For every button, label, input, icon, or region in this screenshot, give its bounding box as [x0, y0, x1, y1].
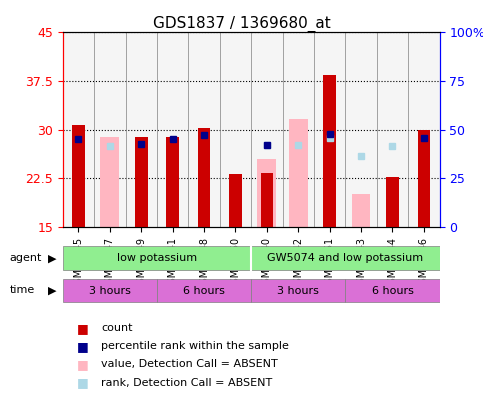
Text: ■: ■	[77, 322, 89, 335]
FancyBboxPatch shape	[251, 279, 345, 303]
Text: agent: agent	[10, 254, 42, 263]
Text: GW5074 and low potassium: GW5074 and low potassium	[267, 253, 424, 263]
Text: ▶: ▶	[48, 286, 57, 295]
FancyBboxPatch shape	[251, 246, 440, 270]
Bar	[229, 174, 242, 227]
Text: ■: ■	[77, 358, 89, 371]
Bar	[166, 137, 179, 227]
Text: 6 hours: 6 hours	[371, 286, 413, 296]
Bar	[257, 160, 276, 227]
Text: ■: ■	[77, 376, 89, 389]
Text: 3 hours: 3 hours	[89, 286, 131, 296]
Bar	[198, 128, 211, 227]
Text: rank, Detection Call = ABSENT: rank, Detection Call = ABSENT	[101, 378, 273, 388]
Bar	[418, 130, 430, 227]
Text: value, Detection Call = ABSENT: value, Detection Call = ABSENT	[101, 360, 278, 369]
Bar	[324, 75, 336, 227]
Text: ■: ■	[77, 340, 89, 353]
Bar	[100, 137, 119, 227]
FancyBboxPatch shape	[157, 279, 251, 303]
Bar	[352, 194, 370, 227]
Text: time: time	[10, 286, 35, 295]
FancyBboxPatch shape	[345, 279, 440, 303]
Bar	[261, 173, 273, 227]
Bar	[135, 137, 148, 227]
Bar	[72, 125, 85, 227]
Bar	[289, 119, 308, 227]
Text: 3 hours: 3 hours	[277, 286, 319, 296]
Text: ▶: ▶	[48, 254, 57, 263]
FancyBboxPatch shape	[63, 279, 157, 303]
Text: percentile rank within the sample: percentile rank within the sample	[101, 341, 289, 351]
Text: 6 hours: 6 hours	[183, 286, 225, 296]
Bar	[386, 177, 399, 227]
FancyBboxPatch shape	[63, 246, 251, 270]
Text: count: count	[101, 323, 133, 333]
Text: GDS1837 / 1369680_at: GDS1837 / 1369680_at	[153, 16, 330, 32]
Text: low potassium: low potassium	[117, 253, 197, 263]
